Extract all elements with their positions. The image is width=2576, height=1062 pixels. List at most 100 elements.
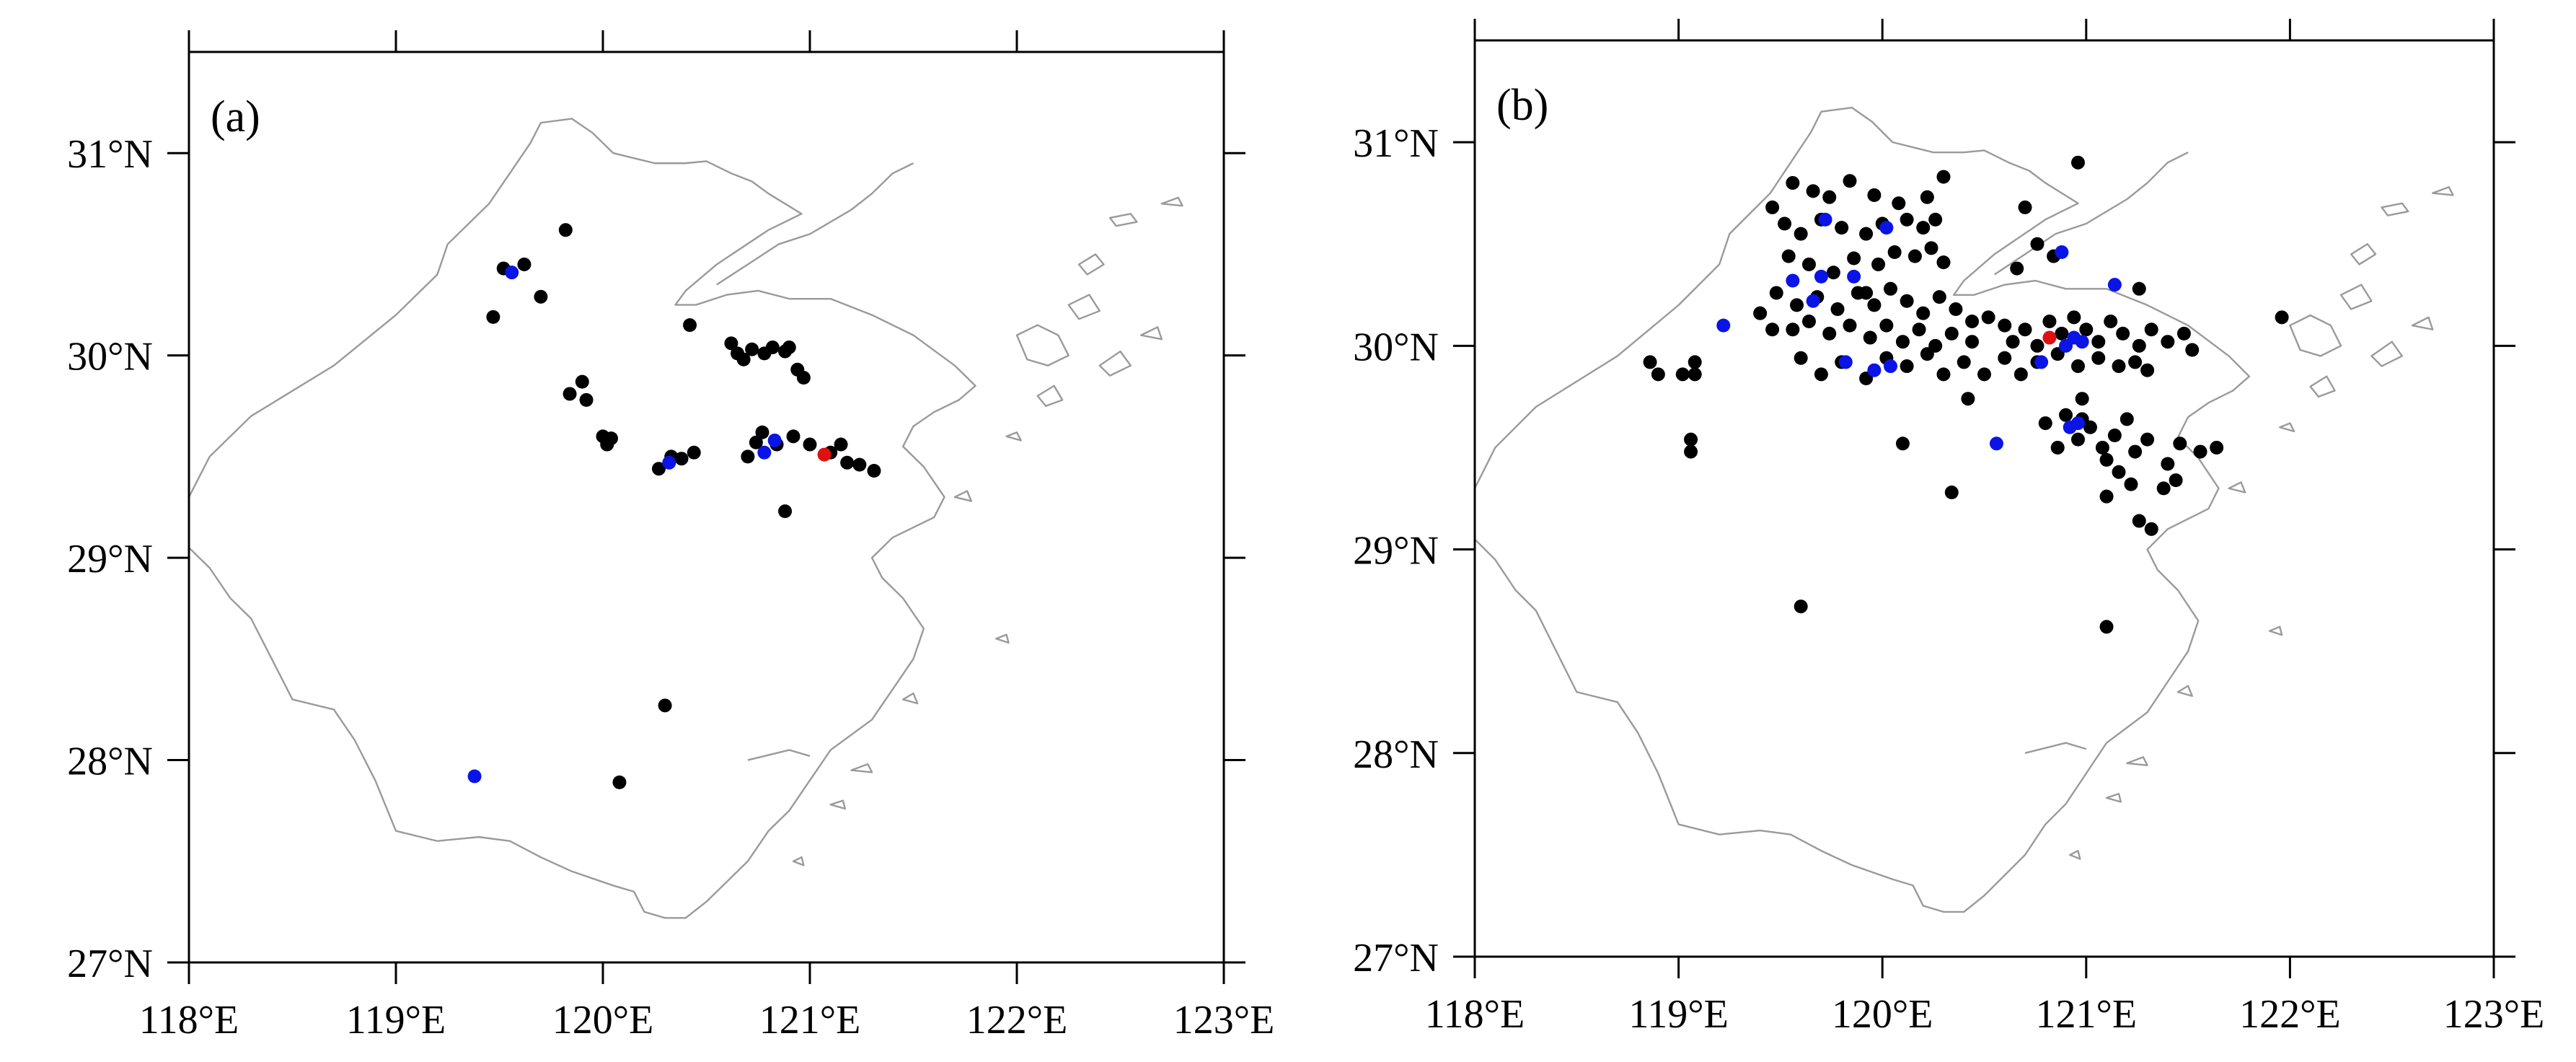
station-point-black [1965, 335, 1980, 349]
station-point-black [575, 374, 589, 389]
station-point-black [1765, 322, 1780, 337]
station-point-black [579, 392, 594, 407]
station-point-black [1863, 330, 1877, 345]
station-point-black [852, 457, 867, 472]
station-point-black [1781, 249, 1796, 263]
panel-label: (b) [1496, 81, 1548, 130]
station-point-blue [505, 266, 519, 280]
station-point-blue [2075, 335, 2089, 349]
station-point-black [534, 289, 548, 304]
station-point-blue [767, 433, 782, 447]
station-point-black [651, 462, 666, 476]
x-tick-label: 121°E [759, 998, 861, 1043]
station-point-black [2132, 514, 2146, 528]
station-point-black [1957, 355, 1971, 369]
station-point-black [2104, 314, 2118, 328]
station-point-black [1998, 318, 2012, 333]
x-tick-label: 119°E [1628, 992, 1729, 1037]
station-point-black [563, 387, 577, 401]
station-point-black [2059, 408, 2073, 422]
station-point-black [604, 431, 618, 446]
station-point-black [1900, 294, 1914, 308]
station-point-black [1794, 351, 1808, 365]
station-point-black [1801, 257, 1816, 271]
station-point-black [1916, 221, 1931, 235]
station-point-blue [1884, 359, 1898, 374]
station-point-black [2055, 326, 2069, 341]
station-point-black [1936, 170, 1951, 184]
y-tick-label: 30°N [67, 335, 153, 379]
station-point-blue [1818, 212, 1832, 227]
station-point-black [1944, 326, 1959, 341]
station-point-black [1765, 200, 1780, 214]
station-point-blue [662, 455, 676, 470]
station-point-black [1814, 367, 1828, 382]
station-point-black [736, 352, 751, 367]
y-tick-label: 31°N [67, 132, 153, 177]
station-point-black [2079, 322, 2094, 337]
panel-label: (a) [211, 92, 260, 141]
station-point-black [612, 775, 627, 789]
station-point-black [2070, 155, 2085, 170]
station-point-black [687, 445, 701, 460]
station-point-black [2018, 200, 2032, 214]
station-point-blue [757, 445, 772, 460]
x-tick-label: 118°E [1425, 992, 1525, 1037]
station-point-black [1895, 335, 1910, 349]
station-point-black [1924, 241, 1938, 255]
station-point-black [1822, 190, 1837, 204]
station-point-black [1794, 227, 1808, 241]
station-point-black [2075, 392, 2089, 406]
x-tick-label: 120°E [552, 998, 654, 1043]
x-tick-label: 120°E [1832, 992, 1933, 1037]
station-point-black [1920, 347, 1934, 361]
y-tick-label: 28°N [1353, 732, 1439, 777]
station-point-black [2010, 261, 2024, 276]
station-point-black [2173, 436, 2187, 451]
station-point-blue [1989, 436, 2003, 451]
station-point-black [674, 452, 689, 466]
station-point-black [2161, 335, 2175, 349]
station-point-black [2169, 473, 2183, 488]
station-point-black [1790, 298, 1804, 312]
station-point-black [2099, 620, 2114, 634]
station-point-black [778, 504, 793, 519]
station-point-black [2030, 237, 2045, 251]
station-point-black [803, 437, 817, 452]
station-point-black [1753, 306, 1768, 320]
station-point-black [1884, 281, 1898, 296]
station-point-black [683, 318, 697, 333]
station-point-black [1843, 174, 1857, 188]
station-point-black [1912, 322, 1926, 337]
station-point-black [2099, 452, 2114, 467]
y-tick-label: 27°N [1353, 936, 1439, 980]
station-point-black [741, 449, 755, 464]
station-point-black [1965, 314, 1980, 328]
station-point-black [2070, 359, 2085, 374]
station-point-black [765, 340, 780, 354]
station-point-black [1769, 286, 1783, 300]
station-point-black [2050, 440, 2065, 455]
coastline [1475, 107, 2453, 912]
station-point-black [517, 257, 531, 271]
station-point-black [1879, 318, 1894, 333]
station-point-black [1920, 190, 1934, 204]
station-point-black [1998, 351, 2012, 365]
station-point-black [1684, 444, 1698, 459]
station-point-black [2013, 367, 2028, 382]
y-tick-label: 27°N [67, 942, 153, 986]
station-point-black [2095, 440, 2109, 455]
coastline [189, 119, 1183, 918]
station-point-black [2144, 322, 2158, 337]
station-point-blue [1814, 269, 1828, 284]
station-point-black [1651, 367, 1665, 382]
station-point-black [2112, 465, 2126, 479]
station-point-black [1688, 367, 1702, 382]
station-point-black [2030, 338, 2045, 353]
station-point-black [1847, 251, 1861, 266]
station-point-blue [2107, 278, 2122, 292]
station-point-black [2132, 338, 2146, 353]
station-point-blue [1847, 269, 1861, 284]
station-point-black [1835, 221, 1849, 235]
station-point-black [1961, 392, 1975, 406]
